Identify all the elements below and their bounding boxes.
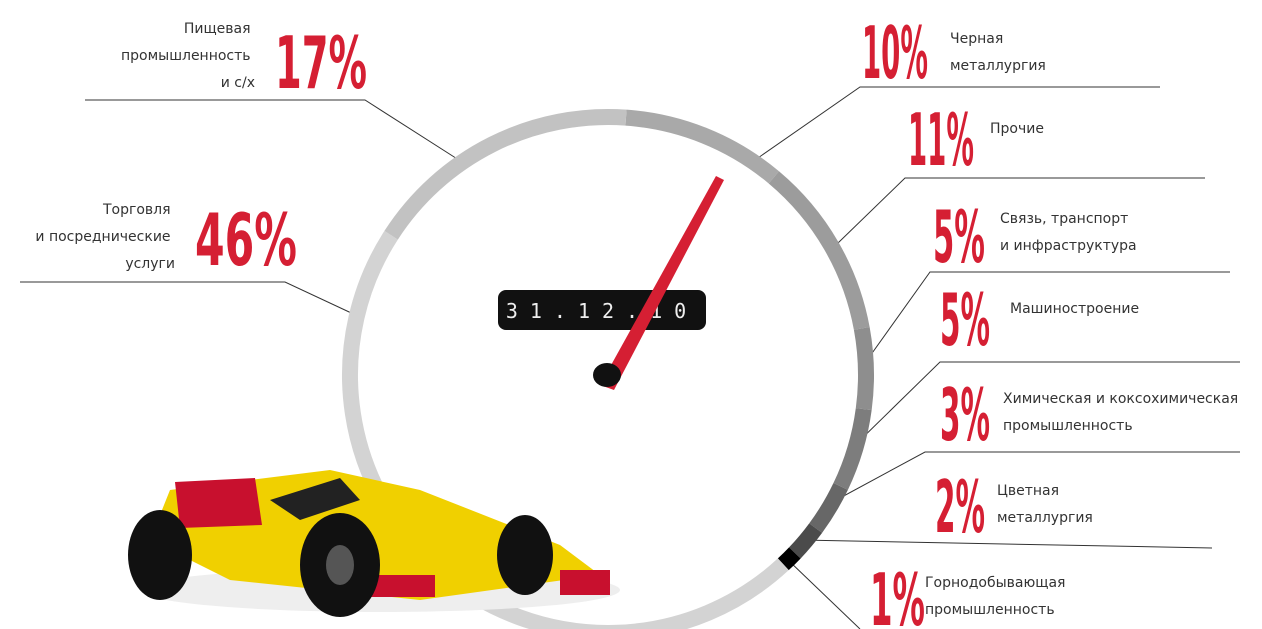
category-label: Связь, транспорт и инфраструктура xyxy=(1000,211,1137,254)
category-label: Горнодобывающая промышленность xyxy=(925,575,1070,618)
leader-line xyxy=(826,451,1240,506)
gauge-segment xyxy=(625,109,779,184)
category-label: Пищевая промышленность и с/х xyxy=(121,21,255,91)
leader-line xyxy=(85,99,463,163)
gauge-segment xyxy=(788,523,823,559)
percent-label: 2% xyxy=(935,465,985,549)
leader-line xyxy=(849,361,1240,451)
category-label: Черная металлургия xyxy=(950,31,1046,74)
category-label: Цветная металлургия xyxy=(997,483,1093,526)
category-label: Машиностроение xyxy=(1010,301,1139,317)
category-label: Химическая и коксохимическая промышленно… xyxy=(1003,391,1243,434)
percent-label: 10% xyxy=(862,11,928,95)
percent-label: 17% xyxy=(275,21,367,105)
category-label: Торговля и посреднические услуги xyxy=(35,202,175,272)
percent-label: 1% xyxy=(870,558,925,629)
gauge-segment xyxy=(768,171,870,330)
percent-label: 3% xyxy=(940,373,990,457)
odometer: 31.12.10 xyxy=(498,290,706,330)
percent-label: 5% xyxy=(940,278,990,362)
gauge-segment xyxy=(809,482,848,533)
gauge-segment xyxy=(853,326,874,411)
date-label: 31.12.10 xyxy=(506,299,698,323)
percent-label: 5% xyxy=(933,195,985,279)
leader-line xyxy=(859,271,1230,371)
leader-line xyxy=(787,559,861,629)
leader-line xyxy=(837,177,1205,244)
gauge-segment xyxy=(384,109,627,240)
gauge-segment xyxy=(833,407,872,490)
percent-label: 11% xyxy=(908,98,974,182)
leader-line xyxy=(20,281,363,319)
leader-lines xyxy=(20,86,1240,629)
category-label: Прочие xyxy=(990,121,1044,137)
percent-label: 46% xyxy=(195,198,297,282)
needle xyxy=(593,176,724,390)
leader-line xyxy=(799,539,1213,549)
leader-line xyxy=(754,86,1160,161)
race-car xyxy=(128,470,620,617)
gauge-segment xyxy=(777,547,801,571)
